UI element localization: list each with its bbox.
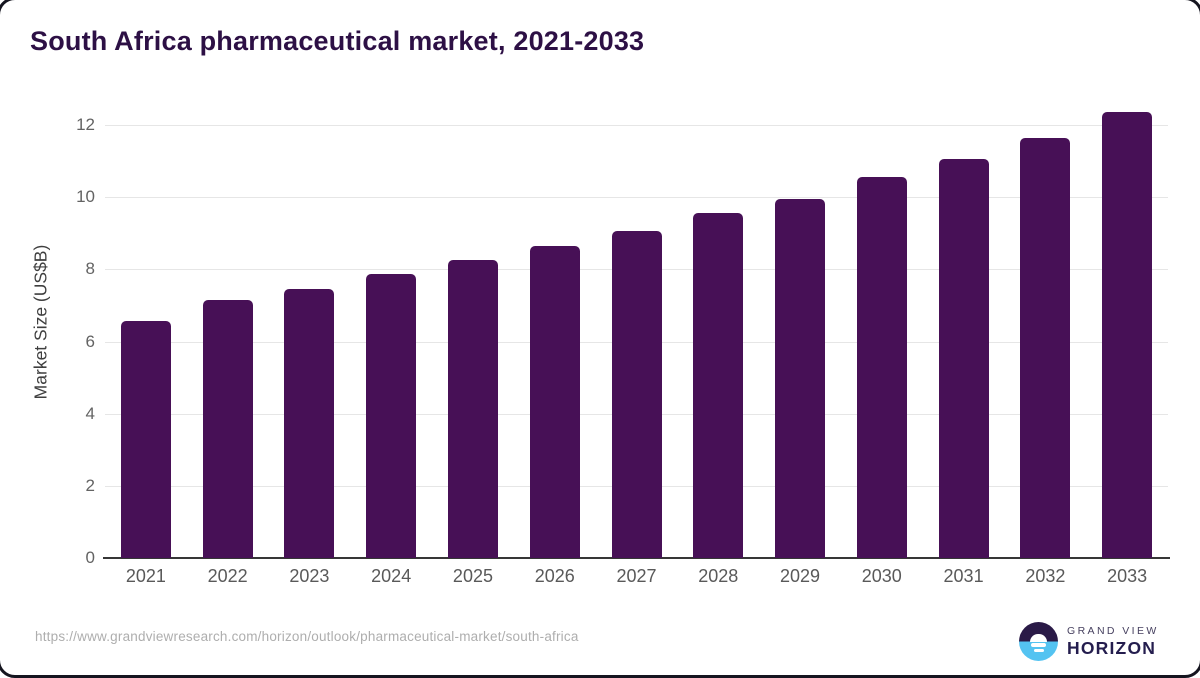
- source-url: https://www.grandviewresearch.com/horizo…: [35, 629, 579, 644]
- bar-2023[interactable]: [284, 288, 335, 558]
- logo-text: GRAND VIEW HORIZON: [1067, 626, 1159, 657]
- logo-brand-line1: GRAND VIEW: [1067, 625, 1159, 637]
- gridline-10: [105, 197, 1168, 199]
- x-tick-label-2032: 2032: [1025, 566, 1066, 586]
- x-axis-line: [103, 557, 1170, 559]
- bar-2026[interactable]: [529, 246, 580, 558]
- plot-area: 0 2 4 6 8 10 12 2021 2022 2023 2024 2025 2026 2027 202…: [76, 100, 1170, 586]
- x-tick-label-2025: 2025: [452, 566, 493, 586]
- x-tick-label-2022: 2022: [207, 566, 248, 586]
- x-tick-label-2023: 2023: [289, 566, 330, 586]
- y-tick-label-4: 4: [85, 403, 95, 423]
- y-tick-label-6: 6: [85, 331, 95, 351]
- bar-2031[interactable]: [938, 158, 989, 558]
- x-tick-label-2021: 2021: [125, 566, 166, 586]
- bar-2025[interactable]: [447, 259, 498, 558]
- bar-2028[interactable]: [693, 213, 744, 558]
- bar-2022[interactable]: [202, 300, 253, 558]
- bar-2027[interactable]: [611, 231, 662, 558]
- grandview-horizon-logo[interactable]: GRAND VIEW HORIZON: [1019, 622, 1159, 661]
- x-tick-label-2028: 2028: [698, 566, 739, 586]
- logo-brand-line2: HORIZON: [1067, 637, 1157, 658]
- bar-2032[interactable]: [1020, 137, 1071, 558]
- x-tick-label-2033: 2033: [1107, 566, 1148, 586]
- y-tick-label-10: 10: [76, 187, 95, 207]
- y-tick-label-2: 2: [85, 475, 95, 495]
- x-tick-label-2027: 2027: [616, 566, 657, 586]
- horizon-sun-icon: [1019, 622, 1058, 661]
- x-tick-label-2026: 2026: [534, 566, 575, 586]
- x-tick-label-2029: 2029: [780, 566, 821, 586]
- gridline-12: [105, 125, 1168, 127]
- bar-2033[interactable]: [1102, 111, 1153, 558]
- x-tick-label-2031: 2031: [943, 566, 984, 586]
- y-tick-label-8: 8: [85, 259, 95, 279]
- bar-2021[interactable]: [120, 320, 171, 558]
- x-tick-label-2030: 2030: [861, 566, 902, 586]
- bar-2030[interactable]: [856, 176, 907, 558]
- chart-title: South Africa pharmaceutical market, 2021…: [30, 26, 645, 56]
- y-tick-label-0: 0: [85, 548, 95, 567]
- x-tick-label-2024: 2024: [371, 566, 412, 586]
- y-tick-label-12: 12: [76, 115, 95, 135]
- bar-2024[interactable]: [366, 273, 417, 558]
- bar-2029[interactable]: [775, 198, 826, 558]
